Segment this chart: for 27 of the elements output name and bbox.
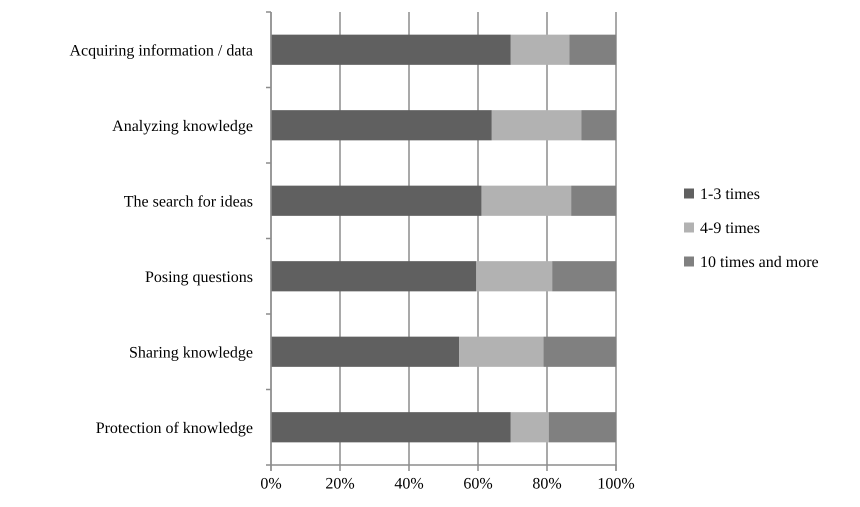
bar xyxy=(510,34,570,65)
x-tick-label: 0% xyxy=(260,475,282,492)
bar xyxy=(510,412,549,442)
y-tick-label: Analyzing knowledge xyxy=(112,118,253,135)
bar xyxy=(459,336,544,367)
y-tick-label: Protection of knowledge xyxy=(96,420,253,437)
bar xyxy=(476,261,552,292)
x-tick-label: 40% xyxy=(394,475,424,492)
bar xyxy=(271,261,476,292)
bar xyxy=(271,336,460,367)
legend-label: 1-3 times xyxy=(700,186,760,204)
bar xyxy=(481,186,572,216)
bar xyxy=(271,412,511,442)
x-tick-label: 60% xyxy=(463,475,493,492)
y-tick-label: The search for ideas xyxy=(124,193,253,210)
bar xyxy=(492,110,582,140)
y-tick-label: Acquiring information / data xyxy=(69,42,253,60)
y-tick-label: Sharing knowledge xyxy=(129,344,253,362)
bar xyxy=(271,34,511,65)
legend-label: 10 times and more xyxy=(700,254,819,272)
bar xyxy=(271,110,492,140)
legend-label: 4-9 times xyxy=(700,220,760,238)
x-tick-label: 100% xyxy=(597,475,635,492)
y-tick-label: Posing questions xyxy=(144,268,253,286)
bar xyxy=(271,186,482,216)
x-tick-label: 20% xyxy=(325,475,355,492)
x-tick-label: 80% xyxy=(532,475,562,492)
